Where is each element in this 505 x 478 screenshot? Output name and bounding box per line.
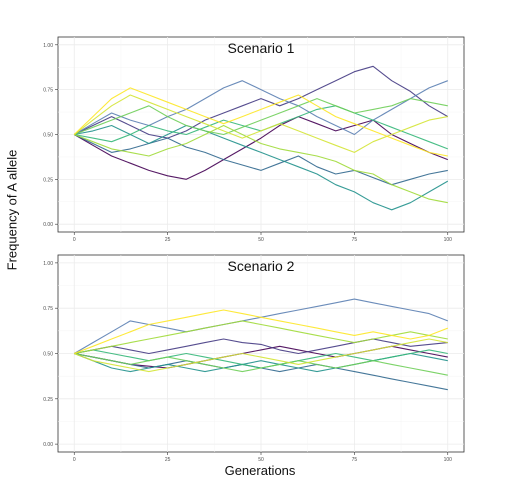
series-line-7 (74, 352, 448, 376)
series-line-10 (74, 309, 448, 355)
series-line-4 (73, 80, 448, 136)
series-line-10 (73, 87, 448, 157)
x-axis-label: Generations (224, 463, 296, 478)
chart-title: Scenario 2 (228, 258, 295, 274)
series-line-9 (74, 338, 448, 373)
y-tick-label: 0.50 (43, 352, 53, 358)
x-tick-label: 100 (444, 237, 453, 243)
chart-title: Scenario 1 (228, 40, 295, 56)
series-line-7 (74, 98, 448, 136)
x-tick-label: 100 (444, 457, 453, 463)
x-tick-label: 25 (165, 237, 171, 243)
series-line-3 (73, 134, 448, 186)
panel-2: 0.00 0.25 0.50 0.75 1.00 0 25 50 75 100 Scenario 2 (43, 254, 465, 463)
y-tick-label: 0.75 (43, 306, 53, 312)
x-tick-label: 50 (258, 457, 264, 463)
series-line-9 (73, 94, 448, 153)
x-tick-label: 75 (352, 457, 358, 463)
y-tick-label: 0.50 (43, 133, 53, 139)
series-line-1 (73, 116, 448, 180)
y-tick-label: 0.25 (43, 177, 53, 183)
x-tick-label: 0 (73, 237, 76, 243)
series-line-8 (74, 124, 448, 204)
series-line-8 (74, 320, 448, 355)
panel-1: 0.00 0.25 0.50 0.75 1.00 0 25 50 75 100 Scenario 1 (43, 36, 465, 243)
y-tick-label: 1.00 (43, 43, 53, 49)
y-tick-label: 0.75 (43, 88, 53, 94)
x-tick-label: 25 (165, 457, 171, 463)
y-tick-label: 1.00 (43, 261, 53, 267)
series-line-2 (74, 338, 448, 355)
y-tick-label: 0.00 (43, 442, 53, 448)
x-tick-label: 75 (352, 237, 358, 243)
x-tick-label: 50 (258, 237, 264, 243)
y-tick-label: 0.25 (43, 397, 53, 403)
y-tick-label: 0.00 (43, 222, 53, 228)
series-line-2 (73, 65, 449, 139)
x-tick-label: 0 (73, 457, 76, 463)
series-line-5 (74, 124, 449, 211)
